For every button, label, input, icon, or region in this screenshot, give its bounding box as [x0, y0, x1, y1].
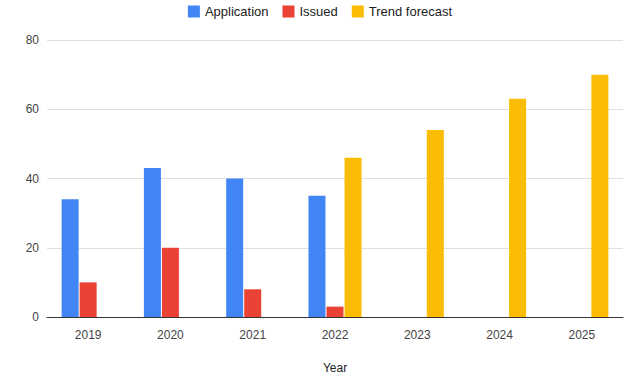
svg-text:2019: 2019: [75, 328, 102, 342]
svg-text:Trend forecast: Trend forecast: [369, 4, 453, 19]
svg-text:Issued: Issued: [299, 4, 337, 19]
svg-text:2025: 2025: [569, 328, 596, 342]
svg-text:40: 40: [26, 172, 40, 186]
svg-text:60: 60: [26, 102, 40, 116]
svg-text:Application: Application: [205, 4, 269, 19]
svg-text:2020: 2020: [157, 328, 184, 342]
svg-text:Year: Year: [323, 361, 347, 375]
svg-text:80: 80: [26, 33, 40, 47]
svg-text:2024: 2024: [486, 328, 513, 342]
svg-text:0: 0: [32, 310, 39, 324]
svg-text:20: 20: [26, 241, 40, 255]
svg-text:2023: 2023: [404, 328, 431, 342]
svg-text:2022: 2022: [322, 328, 349, 342]
svg-text:2021: 2021: [239, 328, 266, 342]
